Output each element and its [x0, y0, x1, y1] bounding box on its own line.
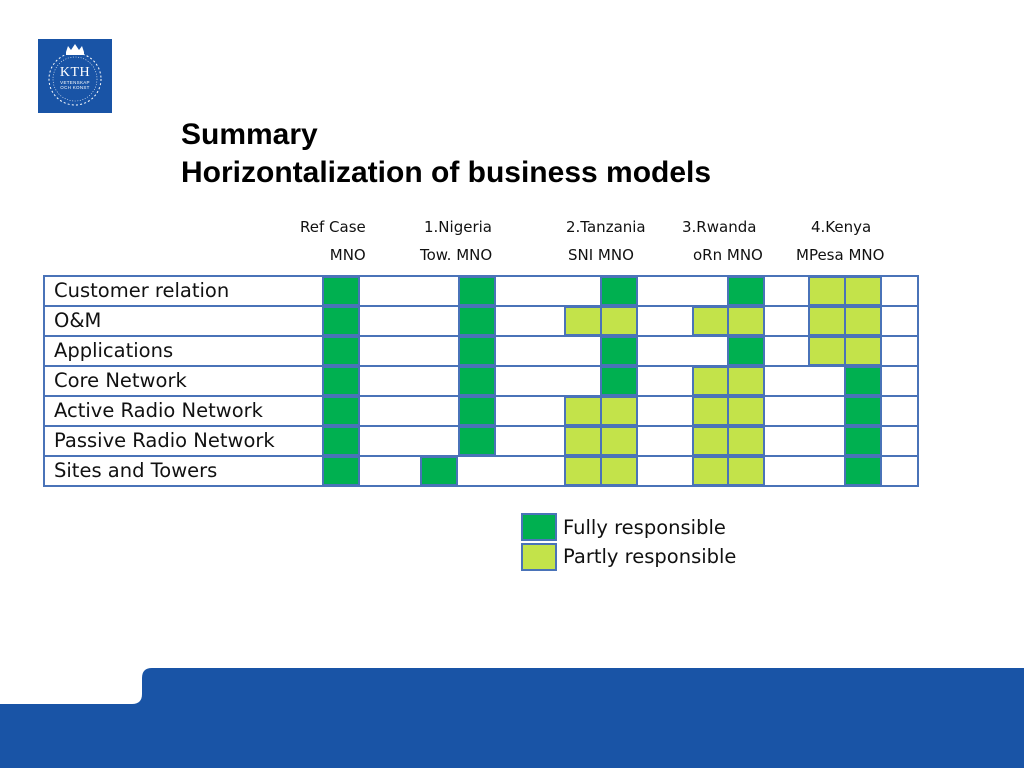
cell-kenya-b-row-2-partial [844, 336, 882, 366]
cell-ref-case-row-0-full [322, 276, 360, 306]
legend-swatch-full [521, 513, 557, 541]
row-label-applications: Applications [54, 339, 174, 362]
cell-rwanda-a-row-3-partial [692, 366, 730, 396]
legend-label-partial: Partly responsible [563, 545, 737, 568]
column-header-nigeria: 1.Nigeria Tow. MNO [420, 218, 493, 264]
cell-rwanda-a-row-6-partial [692, 456, 730, 486]
kth-crest-icon [48, 44, 102, 106]
cell-tanzania-b-row-0-full [600, 276, 638, 306]
cell-rwanda-a-row-5-partial [692, 426, 730, 456]
cell-tanzania-b-row-5-partial [600, 426, 638, 456]
cell-nigeria-mno-row-2-full [458, 336, 496, 366]
cell-ref-case-row-5-full [322, 426, 360, 456]
table-row-outline [43, 305, 919, 337]
column-header-kenya: 4.Kenya MPesa MNO [796, 218, 885, 264]
cell-ref-case-row-3-full [322, 366, 360, 396]
cell-kenya-b-row-0-partial [844, 276, 882, 306]
column-header-rwanda: 3.Rwanda oRn MNO [682, 218, 763, 264]
row-label-customer-relation: Customer relation [54, 279, 230, 302]
cell-ref-case-row-2-full [322, 336, 360, 366]
cell-nigeria-mno-row-0-full [458, 276, 496, 306]
cell-rwanda-b-row-4-partial [727, 396, 765, 426]
cell-tanzania-b-row-1-partial [600, 306, 638, 336]
logo-subtitle-1: VETENSKAP [60, 79, 90, 85]
cell-tanzania-b-row-3-full [600, 366, 638, 396]
cell-tanzania-a-row-5-partial [564, 426, 602, 456]
row-label-om: O&M [54, 309, 102, 332]
cell-kenya-a-row-1-partial [808, 306, 846, 336]
column-header-ref-case: Ref Case MNO [300, 218, 366, 264]
cell-tanzania-a-row-1-partial [564, 306, 602, 336]
cell-kenya-a-row-0-partial [808, 276, 846, 306]
cell-ref-case-row-4-full [322, 396, 360, 426]
legend-swatch-partial [521, 543, 557, 571]
slide-title: Summary Horizontalization of business mo… [181, 116, 711, 192]
cell-rwanda-b-row-0-full [727, 276, 765, 306]
cell-ref-case-row-1-full [322, 306, 360, 336]
cell-rwanda-a-row-1-partial [692, 306, 730, 336]
cell-kenya-b-row-6-full [844, 456, 882, 486]
cell-tanzania-b-row-4-partial [600, 396, 638, 426]
column-header-tanzania: 2.Tanzania SNI MNO [566, 218, 646, 264]
row-label-active-radio-network: Active Radio Network [54, 399, 263, 422]
cell-kenya-b-row-3-full [844, 366, 882, 396]
cell-kenya-b-row-4-full [844, 396, 882, 426]
cell-rwanda-b-row-5-partial [727, 426, 765, 456]
logo-wordmark: KTH [59, 64, 91, 80]
cell-kenya-b-row-5-full [844, 426, 882, 456]
cell-tanzania-a-row-6-partial [564, 456, 602, 486]
cell-kenya-a-row-2-partial [808, 336, 846, 366]
cell-rwanda-a-row-4-partial [692, 396, 730, 426]
cell-rwanda-b-row-1-partial [727, 306, 765, 336]
cell-tanzania-a-row-4-partial [564, 396, 602, 426]
legend-label-full: Fully responsible [563, 516, 726, 539]
cell-nigeria-mno-row-4-full [458, 396, 496, 426]
footer-band [0, 668, 1024, 768]
row-label-passive-radio-network: Passive Radio Network [54, 429, 275, 452]
cell-rwanda-b-row-2-full [727, 336, 765, 366]
cell-rwanda-b-row-6-partial [727, 456, 765, 486]
cell-nigeria-mno-row-1-full [458, 306, 496, 336]
cell-tanzania-b-row-2-full [600, 336, 638, 366]
cell-kenya-b-row-1-partial [844, 306, 882, 336]
logo-subtitle-2: OCH KONST [60, 85, 90, 90]
cell-rwanda-b-row-3-partial [727, 366, 765, 396]
title-line-2: Horizontalization of business models [181, 156, 712, 189]
row-label-core-network: Core Network [54, 369, 187, 392]
kth-logo: KTH VETENSKAP OCH KONST [38, 39, 112, 113]
cell-nigeria-mno-row-5-full [458, 426, 496, 456]
cell-tanzania-b-row-6-partial [600, 456, 638, 486]
cell-ref-case-row-6-full [322, 456, 360, 486]
table-row-outline [43, 335, 919, 367]
title-line-1: Summary [181, 118, 318, 151]
cell-nigeria-mno-row-3-full [458, 366, 496, 396]
cell-nigeria-tower-row-6-full [420, 456, 458, 486]
row-label-sites-and-towers: Sites and Towers [54, 459, 218, 482]
